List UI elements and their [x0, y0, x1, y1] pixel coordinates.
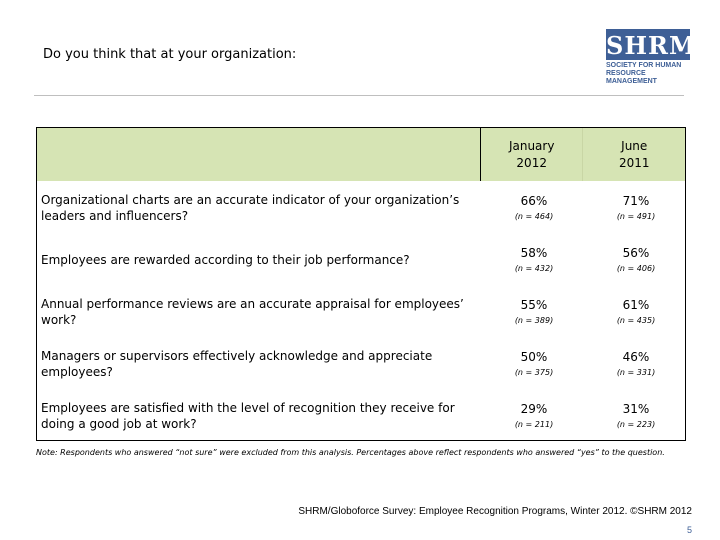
jan-percent: 29%: [520, 402, 548, 416]
survey-table: January 2012 June 2011 Organizational ch…: [36, 127, 686, 441]
jun-percent: 61%: [622, 298, 650, 312]
column-header-january-2012: January 2012: [480, 128, 584, 181]
question-text: Organizational charts are an accurate in…: [41, 193, 460, 223]
jan-sample-size: (n = 432): [514, 264, 554, 273]
jun-sample-size: (n = 331): [616, 368, 656, 377]
column-header-june-2011: June 2011: [583, 128, 685, 181]
jun-sample-size: (n = 406): [616, 264, 656, 273]
question-text: Employees are rewarded according to thei…: [41, 253, 410, 267]
logo-tagline-2: RESOURCE MANAGEMENT: [606, 70, 657, 85]
page-number: 5: [686, 525, 692, 535]
jan-sample-size: (n = 211): [514, 420, 554, 429]
jan-sample-size: (n = 389): [514, 316, 554, 325]
jun-percent: 56%: [622, 246, 650, 260]
question-text: Managers or supervisors effectively ackn…: [41, 349, 433, 379]
table-row: Employees are rewarded according to thei…: [37, 234, 685, 286]
table-row: Organizational charts are an accurate in…: [37, 182, 685, 234]
shrm-logo: SHRM SOCIETY FOR HUMAN RESOURCE MANAGEME…: [606, 29, 697, 86]
question-text: Employees are satisfied with the level o…: [41, 401, 455, 431]
page-title: Do you think that at your organization:: [43, 47, 297, 62]
table-row: Managers or supervisors effectively ackn…: [37, 338, 685, 390]
jun-sample-size: (n = 223): [616, 420, 656, 429]
logo-brand: SHRM: [606, 29, 697, 60]
source-citation: SHRM/Globoforce Survey: Employee Recogni…: [298, 506, 692, 517]
jan-sample-size: (n = 375): [514, 368, 554, 377]
jun-percent: 71%: [622, 194, 650, 208]
header-divider: [34, 95, 684, 96]
jan-percent: 50%: [520, 350, 548, 364]
footnote: Note: Respondents who answered “not sure…: [36, 448, 665, 457]
jun-sample-size: (n = 491): [616, 212, 656, 221]
jan-percent: 58%: [520, 246, 548, 260]
jun-percent: 31%: [622, 402, 650, 416]
table-row: Annual performance reviews are an accura…: [37, 286, 685, 338]
table-row: Employees are satisfied with the level o…: [37, 390, 685, 442]
jan-sample-size: (n = 464): [514, 212, 554, 221]
jun-percent: 46%: [622, 350, 650, 364]
logo-tagline-1: SOCIETY FOR HUMAN: [606, 62, 682, 69]
table-header: January 2012 June 2011: [37, 128, 685, 181]
question-text: Annual performance reviews are an accura…: [41, 297, 464, 327]
header-question-cell: [37, 128, 481, 181]
jan-percent: 55%: [520, 298, 548, 312]
jun-sample-size: (n = 435): [616, 316, 656, 325]
jan-percent: 66%: [520, 194, 548, 208]
